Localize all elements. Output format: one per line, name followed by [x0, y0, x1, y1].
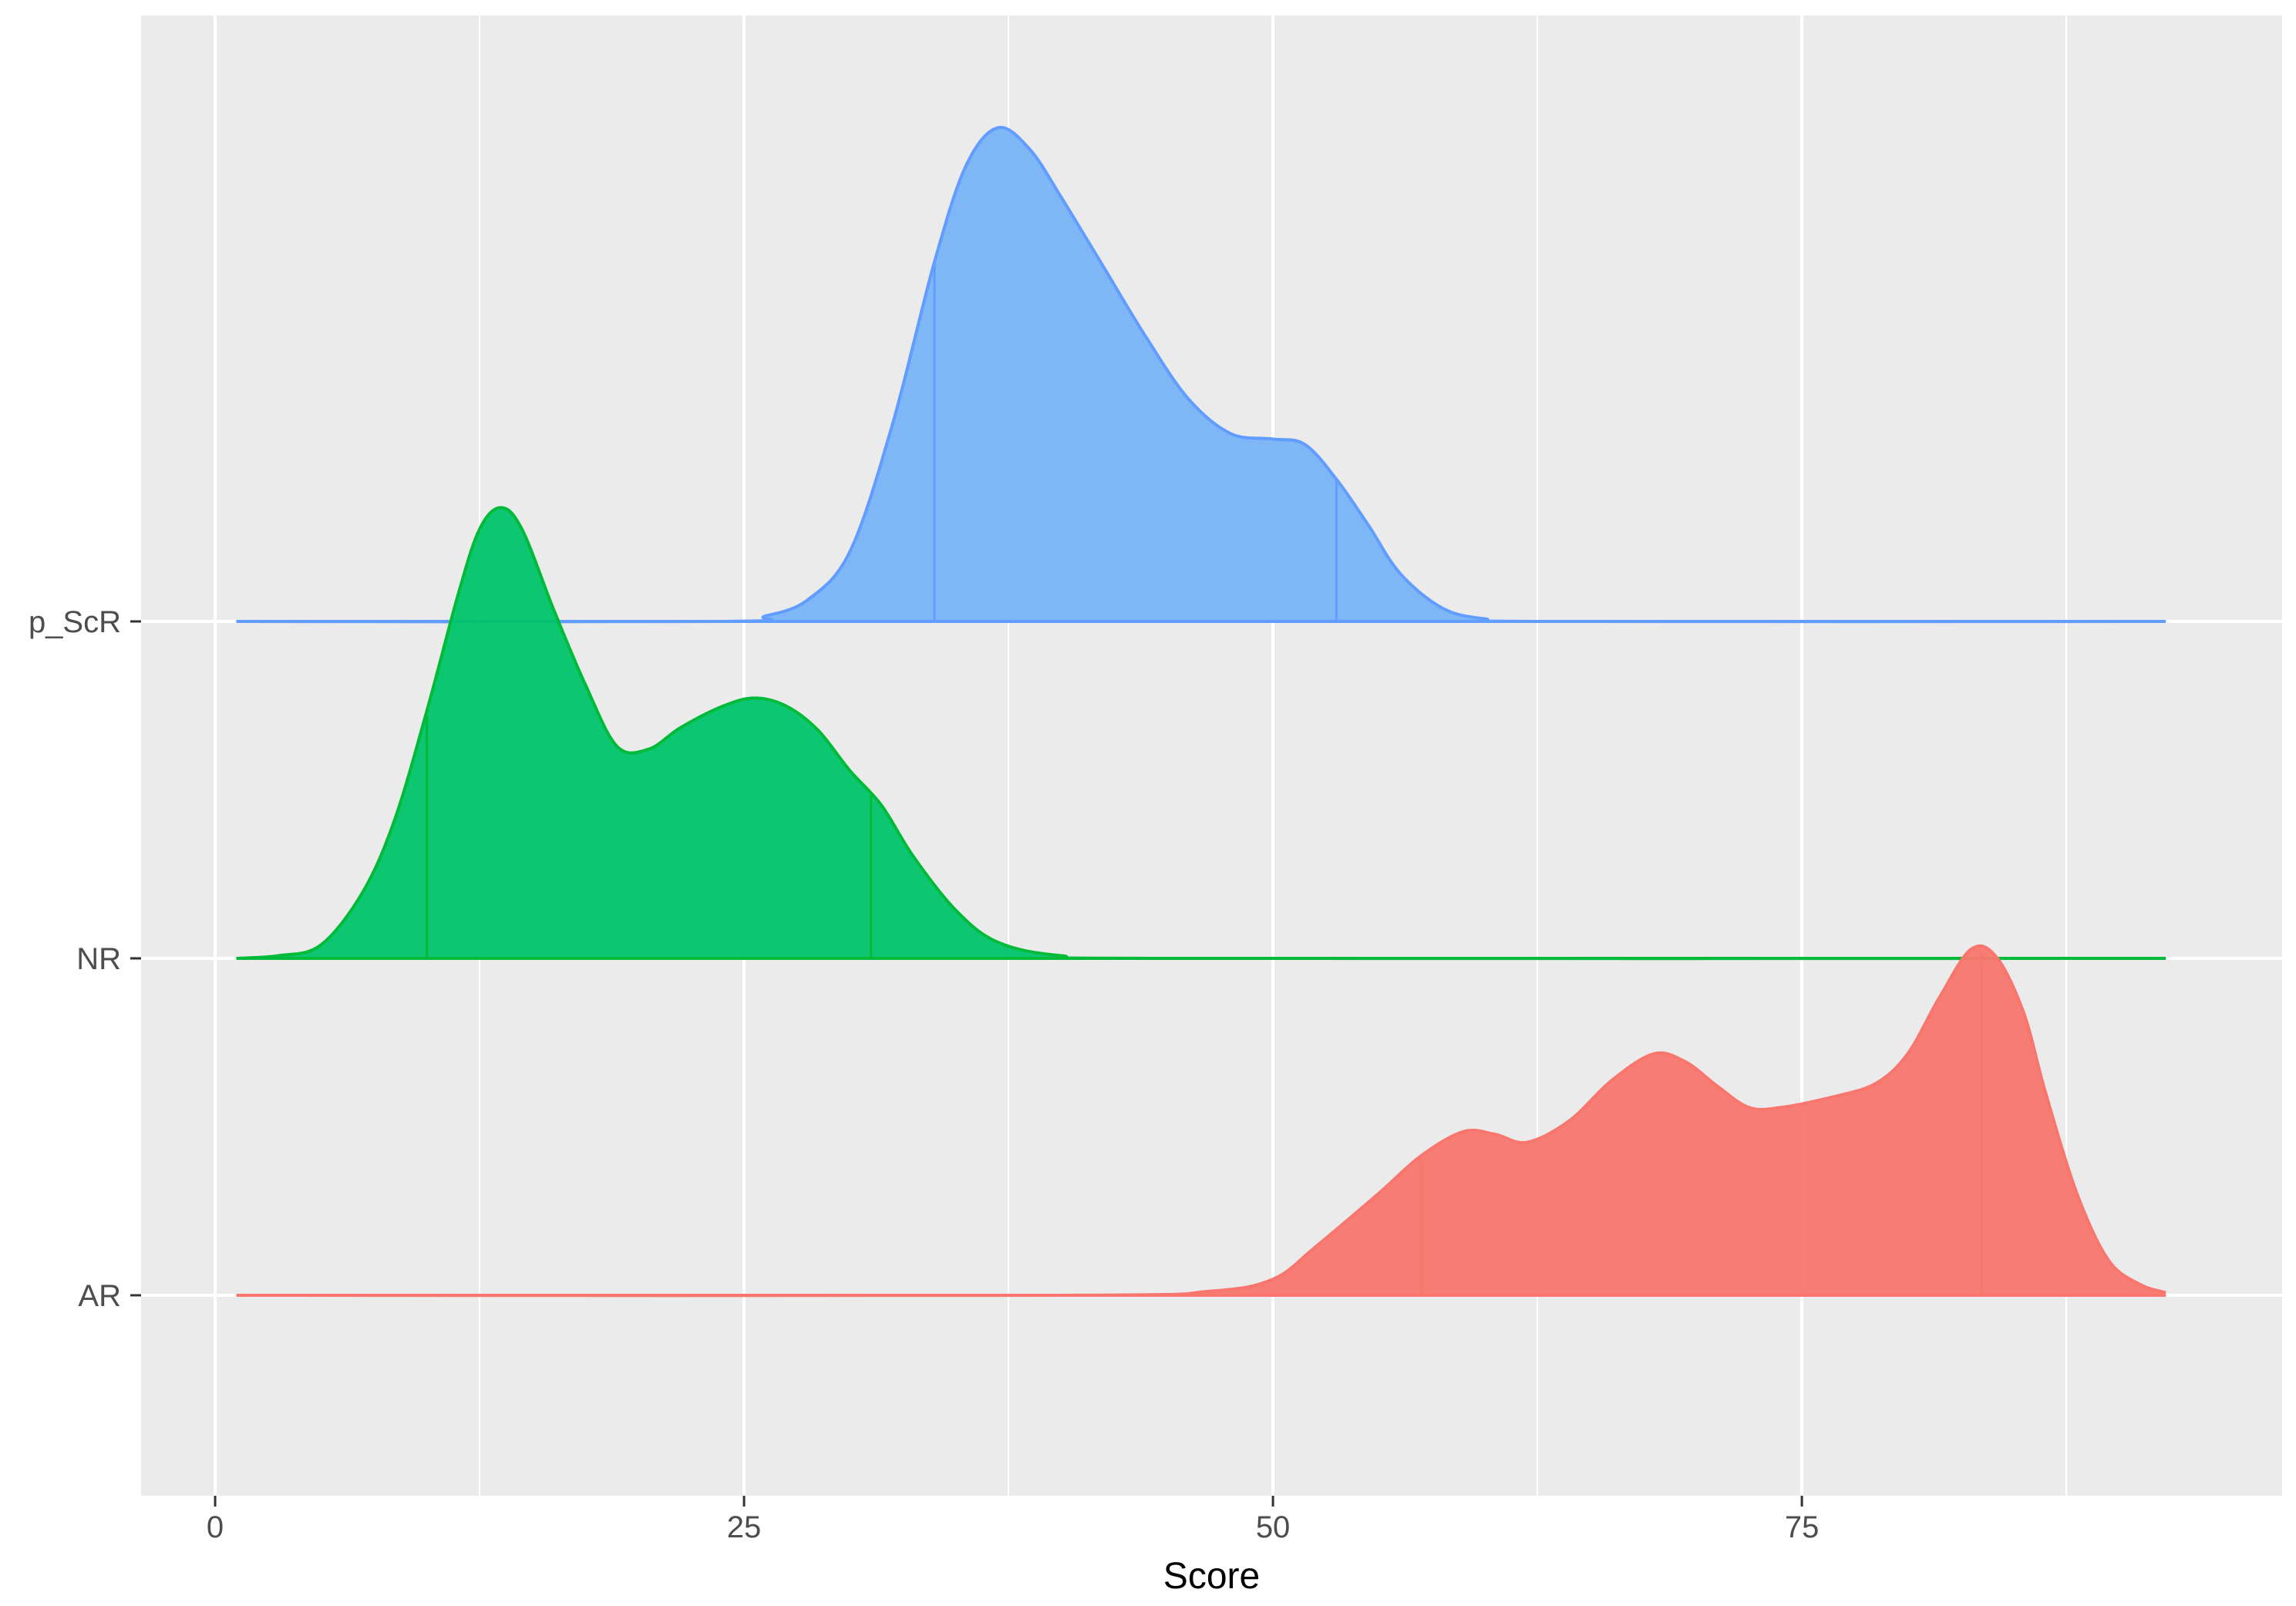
- y-tick-label: NR: [76, 942, 121, 976]
- ridge-line-ar: [236, 944, 2166, 1298]
- x-axis: 0 25 50 75 Score: [207, 1496, 1819, 1597]
- x-tick-label: 0: [207, 1510, 224, 1544]
- y-tick-label: AR: [78, 1279, 121, 1313]
- x-tick-label: 50: [1256, 1510, 1291, 1544]
- ridge-ar: [236, 944, 2166, 1298]
- x-axis-title: Score: [1163, 1556, 1260, 1597]
- ridge-line-p-scr: [236, 126, 2166, 624]
- x-tick-label: 25: [727, 1510, 762, 1544]
- density-ridges: [236, 126, 2166, 1298]
- ridge-area-ar: [236, 945, 2166, 1296]
- y-axis: AR NR p_ScR: [29, 605, 141, 1313]
- x-tick-label: 75: [1785, 1510, 1820, 1544]
- ridge-nr: [236, 506, 2166, 961]
- ridge-area-nr: [236, 507, 2166, 959]
- x-axis-ticks: 0 25 50 75: [207, 1496, 1819, 1544]
- ridge-area-p-scr: [236, 127, 2166, 622]
- y-tick-label: p_ScR: [29, 605, 121, 639]
